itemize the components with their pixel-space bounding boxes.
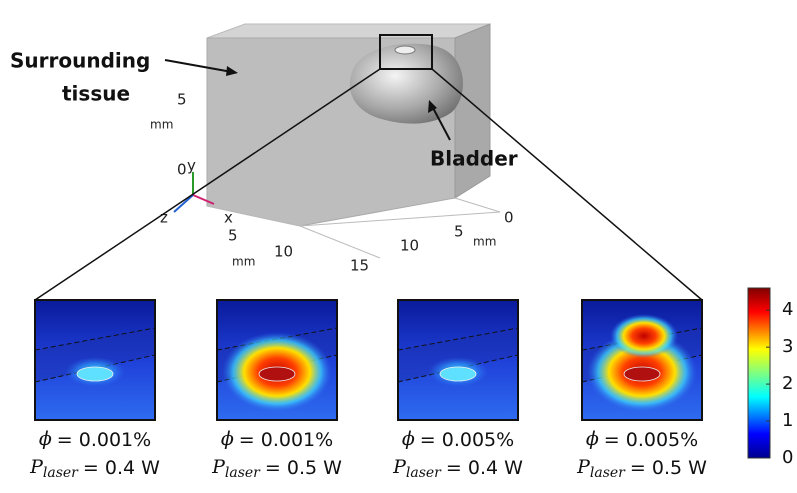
colorbar-tick-label: 1: [782, 410, 793, 431]
panel: [217, 300, 337, 420]
tick-label: 10: [274, 243, 293, 261]
symbol: P: [576, 456, 591, 478]
caption: ϕ= 0.005%: [402, 428, 514, 451]
tick-label: 5: [454, 223, 464, 241]
symbol: P: [211, 456, 226, 478]
symbol: P: [392, 456, 407, 478]
caption: ϕ= 0.001%: [221, 428, 333, 451]
caption: Plaser= 0.4 W: [29, 456, 160, 481]
caption: ϕ= 0.005%: [586, 428, 698, 451]
colorbar-tick-label: 0: [782, 447, 793, 468]
symbol: ϕ: [39, 428, 52, 450]
tick-label: 5: [177, 91, 187, 109]
tick-label: 0: [504, 209, 514, 227]
caption: Plaser= 0.5 W: [576, 456, 707, 481]
particle: [77, 367, 113, 381]
colorbar-tick-label: 3: [782, 336, 793, 357]
unit-label: mm: [232, 255, 255, 269]
value: = 0.5 W: [630, 457, 707, 479]
value: = 0.001%: [57, 429, 151, 451]
caption: Plaser= 0.5 W: [211, 456, 342, 481]
panel: [398, 300, 518, 420]
tick-label: 15: [350, 257, 369, 275]
value: = 0.4 W: [83, 457, 160, 479]
figure: y z x 5 mm 0 5 10 15 mm 0 5 10 mm Surrou…: [0, 0, 797, 489]
colorbar-tick-label: 4: [782, 299, 793, 320]
tick-label: 5: [228, 227, 238, 245]
heat: [610, 314, 678, 358]
tissue-box: [207, 24, 490, 226]
subscript: laser: [43, 465, 79, 481]
symbol: ϕ: [221, 428, 234, 450]
value: = 0.005%: [604, 429, 698, 451]
unit-label: mm: [150, 118, 173, 132]
label: Surrounding: [10, 49, 150, 73]
tick-label: 0: [177, 161, 187, 179]
colorbar: [748, 288, 770, 458]
particle: [259, 367, 295, 381]
subscript: laser: [406, 465, 442, 481]
unit-label: mm: [473, 235, 496, 249]
label: Bladder: [430, 147, 518, 171]
value: = 0.4 W: [446, 457, 523, 479]
particle: [624, 367, 660, 381]
caption: Plaser= 0.4 W: [392, 456, 523, 481]
label: tissue: [62, 82, 130, 106]
symbol: ϕ: [402, 428, 415, 450]
panel: [35, 300, 155, 420]
axis-label: x: [224, 209, 233, 227]
symbol: ϕ: [586, 428, 599, 450]
subscript: laser: [590, 465, 626, 481]
symbol: P: [29, 456, 44, 478]
tick-label: 10: [400, 237, 419, 255]
particle: [440, 367, 476, 381]
value: = 0.5 W: [265, 457, 342, 479]
colorbar-tick-label: 2: [782, 373, 793, 394]
caption: ϕ= 0.001%: [39, 428, 151, 451]
value: = 0.005%: [420, 429, 514, 451]
subscript: laser: [225, 465, 261, 481]
axis-label: y: [187, 157, 196, 175]
value: = 0.001%: [239, 429, 333, 451]
panel: [582, 300, 702, 420]
